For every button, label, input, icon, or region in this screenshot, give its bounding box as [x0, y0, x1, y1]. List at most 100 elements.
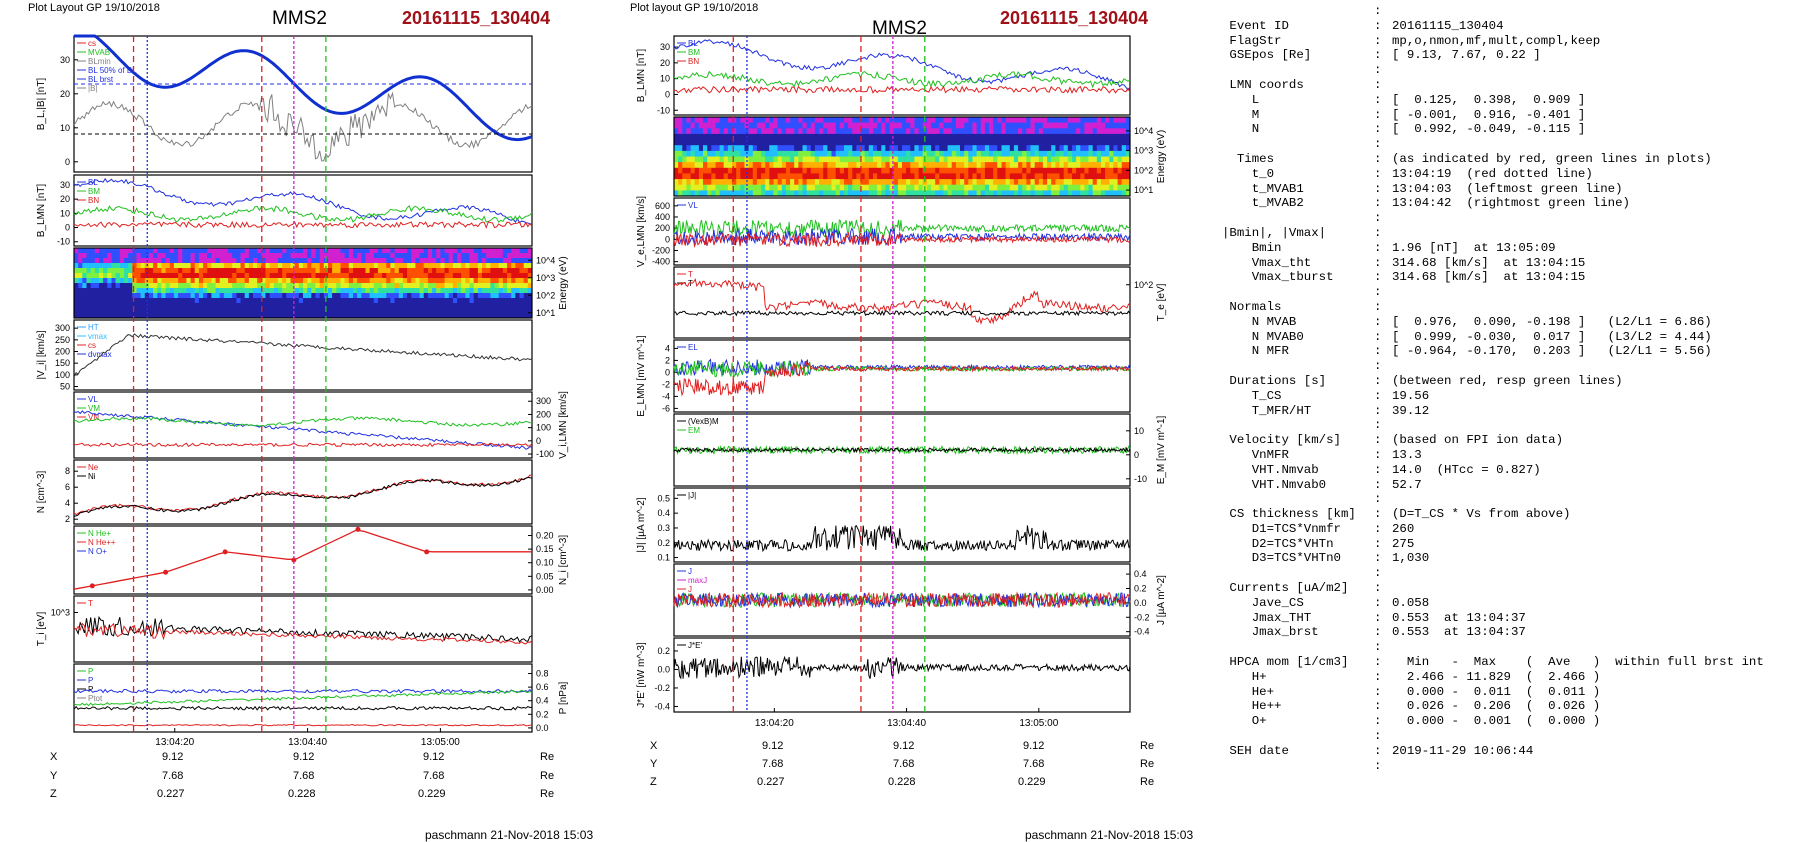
spectrogram-cell	[698, 156, 704, 163]
spectrogram-cell	[765, 150, 770, 157]
spectrogram-cell	[736, 145, 741, 152]
spectrogram-cell	[1080, 133, 1085, 140]
spectrogram-cell	[989, 117, 994, 124]
spectrogram-cell	[694, 162, 700, 169]
spectrogram-cell	[674, 167, 679, 174]
spectrogram-cell	[377, 263, 383, 269]
spectrogram-cell	[1005, 173, 1011, 180]
spectrogram-cell	[136, 313, 142, 319]
spectrogram-cell	[989, 156, 994, 163]
spectrogram-cell	[984, 117, 990, 124]
spectrogram-cell	[810, 184, 816, 191]
y-axis-label: N_i [cm^-3]	[558, 535, 569, 585]
spectrogram-cell	[790, 173, 795, 180]
spectrogram-cell	[732, 145, 737, 152]
spectrogram-cell	[839, 156, 845, 163]
spectrogram-cell	[1092, 167, 1098, 174]
spectrogram-cell	[423, 263, 429, 269]
spectrogram-cell	[960, 145, 965, 152]
spectrogram-cell	[211, 263, 217, 269]
spectrogram-cell	[873, 128, 878, 135]
spectrogram-cell	[674, 145, 679, 152]
spectrogram-cell	[169, 268, 175, 274]
spectrogram-cell	[94, 263, 100, 269]
spectrogram-cell	[253, 273, 258, 279]
spectrogram-cell	[918, 156, 924, 163]
y-tick-label: 0	[665, 367, 670, 377]
spectrogram-cell	[398, 303, 404, 309]
info-value: 13:04:03 (leftmost green line)	[1392, 181, 1623, 196]
y-tick-label: 0.0	[657, 664, 670, 674]
spectrogram-cell	[877, 122, 882, 129]
spectrogram-cell	[382, 248, 387, 254]
spectrogram-cell	[698, 179, 704, 186]
info-sep: :	[1374, 359, 1382, 374]
spectrogram-cell	[819, 145, 824, 152]
spectrogram-cell	[674, 128, 679, 135]
spectrogram-cell	[369, 313, 375, 319]
spectrogram-cell	[1059, 156, 1065, 163]
spectrogram-cell	[365, 253, 371, 259]
spectrogram-cell	[178, 298, 183, 304]
spectrogram-cell	[423, 248, 429, 254]
spectrogram-cell	[240, 308, 246, 314]
spectrogram-cell	[1125, 122, 1131, 129]
legend-entry: Ptot	[88, 694, 103, 703]
spectrogram-cell	[328, 248, 333, 254]
spectrogram-cell	[1096, 184, 1102, 191]
spectrogram-cell	[261, 248, 267, 254]
spectrogram-cell	[269, 248, 275, 254]
spectrogram-cell	[419, 258, 425, 264]
spectrogram-cell	[1113, 122, 1118, 129]
spectrogram-cell	[215, 293, 221, 299]
spectrogram-cell	[1096, 128, 1102, 135]
spectrogram-cell	[736, 150, 741, 157]
spectrogram-cell	[968, 184, 973, 191]
spectrogram-cell	[914, 184, 919, 191]
spectrogram-cell	[236, 253, 242, 259]
spectrogram-cell	[394, 288, 400, 294]
spectrogram-cell	[228, 263, 233, 269]
spectrogram-cell	[914, 150, 919, 157]
spectrogram-cell	[997, 128, 1002, 135]
panel-frame	[73, 35, 533, 173]
spectrogram-cell	[864, 184, 870, 191]
spectrogram-cell	[868, 128, 874, 135]
spectrogram-cell	[914, 162, 919, 169]
spectrogram-cell	[90, 288, 96, 294]
spectrogram-cell	[1051, 150, 1056, 157]
spectrogram-cell	[1121, 117, 1127, 124]
spectrogram-cell	[82, 303, 87, 309]
spectrogram-cell	[423, 268, 429, 274]
coord-label: Z	[50, 788, 57, 800]
spectrogram-cell	[248, 308, 254, 314]
spectrogram-cell	[1109, 117, 1114, 124]
spectrogram-cell	[931, 167, 936, 174]
spectrogram-cell	[1088, 117, 1094, 124]
info-key: CS thickness [km]	[1222, 507, 1356, 522]
spectrogram-cell	[1022, 162, 1027, 169]
spectrogram-cell	[523, 293, 529, 299]
spectrogram-cell	[398, 263, 404, 269]
info-value: [ -0.964, -0.170, 0.203 ] (L2/L1 = 5.56)	[1392, 344, 1712, 359]
spectrogram-cell	[1092, 145, 1098, 152]
spectrogram-cell	[486, 253, 491, 259]
spectrogram-cell	[1022, 117, 1027, 124]
spectrogram-cell	[290, 293, 296, 299]
info-sep: :	[1374, 166, 1382, 181]
spectrogram-cell	[740, 190, 745, 197]
spectrogram-cell	[698, 117, 704, 124]
spectrogram-cell	[827, 173, 832, 180]
spectrogram-cell	[922, 179, 928, 186]
spectrogram-cell	[377, 313, 383, 319]
spectrogram-cell	[78, 313, 83, 319]
spectrogram-cell	[527, 278, 533, 284]
spectrogram-cell	[715, 122, 721, 129]
spectrogram-cell	[361, 313, 366, 319]
spectrogram-cell	[186, 268, 192, 274]
spectrogram-cell	[1067, 179, 1073, 186]
spectrogram-cell	[802, 117, 808, 124]
spectrogram-cell	[186, 298, 192, 304]
spectrogram-cell	[411, 313, 416, 319]
spectrogram-cell	[99, 258, 104, 264]
